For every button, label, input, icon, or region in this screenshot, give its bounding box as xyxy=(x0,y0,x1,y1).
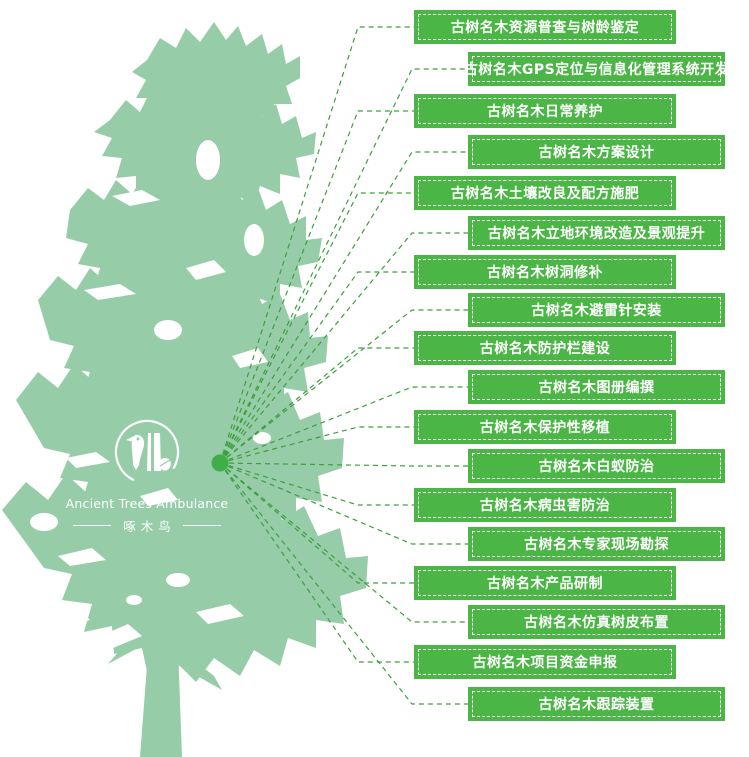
service-box-label: 古树名木避雷针安装 xyxy=(531,303,662,319)
service-box[interactable]: 古树名木保护性移植 xyxy=(414,410,676,444)
service-box-label: 古树名木图册编撰 xyxy=(538,380,655,396)
service-box[interactable]: 古树名木图册编撰 xyxy=(468,370,725,404)
service-box[interactable]: 古树名木GPS定位与信息化管理系统开发 xyxy=(464,52,729,86)
service-box[interactable]: 古树名木白蚁防治 xyxy=(468,449,725,483)
service-box-label: 古树名木产品研制 xyxy=(487,576,603,592)
service-box-label: 古树名木仿真树皮布置 xyxy=(524,615,669,631)
service-box[interactable]: 古树名木立地环境改造及景观提升 xyxy=(468,216,725,250)
service-box[interactable]: 古树名木项目资金申报 xyxy=(414,645,676,679)
service-box[interactable]: 古树名木跟踪装置 xyxy=(468,687,725,721)
service-box-label: 古树名木项目资金申报 xyxy=(472,655,618,671)
service-box-label: 古树名木土壤改良及配方施肥 xyxy=(450,186,640,202)
service-box-label: 古树名木方案设计 xyxy=(538,145,655,161)
service-box-label: 古树名木GPS定位与信息化管理系统开发 xyxy=(463,62,730,78)
service-box[interactable]: 古树名木专家现场勘探 xyxy=(468,527,725,561)
service-box-label: 古树名木保护性移植 xyxy=(479,420,611,436)
service-box[interactable]: 古树名木产品研制 xyxy=(414,566,676,600)
service-box-label: 古树名木防护栏建设 xyxy=(479,341,611,357)
service-box-label: 古树名木病虫害防治 xyxy=(479,498,611,514)
service-box-label: 古树名木专家现场勘探 xyxy=(524,537,669,553)
service-box[interactable]: 古树名木仿真树皮布置 xyxy=(468,605,725,639)
service-box-label: 古树名木跟踪装置 xyxy=(538,697,655,713)
service-box[interactable]: 古树名木日常养护 xyxy=(414,94,676,128)
service-box-label: 古树名木立地环境改造及景观提升 xyxy=(487,226,706,242)
service-box[interactable]: 古树名木方案设计 xyxy=(468,135,725,169)
service-box[interactable]: 古树名木资源普查与树龄鉴定 xyxy=(414,10,676,44)
service-box-label: 古树名木白蚁防治 xyxy=(538,459,655,475)
service-box[interactable]: 古树名木土壤改良及配方施肥 xyxy=(414,176,676,210)
service-box[interactable]: 古树名木树洞修补 xyxy=(414,255,676,289)
service-box[interactable]: 古树名木防护栏建设 xyxy=(414,331,676,365)
service-box-label: 古树名木树洞修补 xyxy=(487,265,603,281)
service-box[interactable]: 古树名木病虫害防治 xyxy=(414,488,676,522)
service-box-label: 古树名木资源普查与树龄鉴定 xyxy=(450,20,640,36)
service-box[interactable]: 古树名木避雷针安装 xyxy=(468,293,725,327)
service-box-label: 古树名木日常养护 xyxy=(487,104,603,120)
